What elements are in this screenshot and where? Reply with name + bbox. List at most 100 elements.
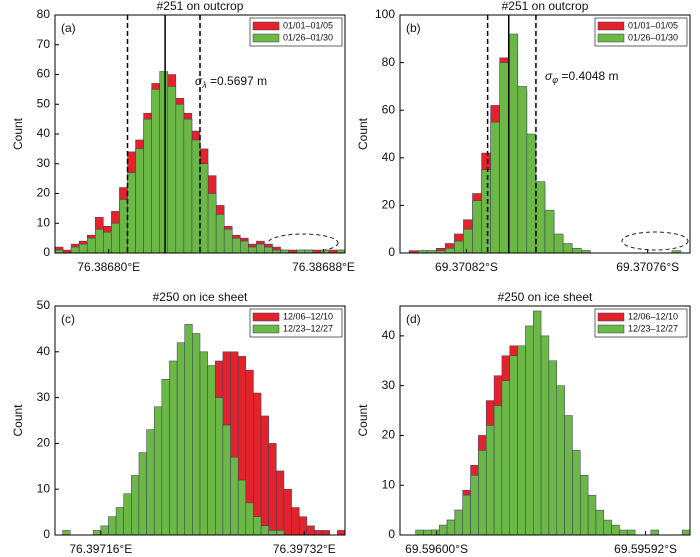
legend-swatch — [597, 33, 625, 43]
bar — [472, 200, 482, 254]
bar — [564, 415, 573, 536]
bar — [78, 243, 88, 254]
y-tick-label: 50 — [37, 96, 51, 110]
bar — [314, 530, 323, 536]
bar — [184, 324, 193, 536]
bar — [485, 425, 495, 536]
legend-label: 01/26–01/30 — [628, 32, 678, 42]
bar — [253, 392, 262, 536]
y-tick-label: 80 — [382, 55, 396, 69]
plot-frame — [399, 14, 691, 254]
legend-swatch — [252, 312, 280, 322]
x-tick-label: 76.38688°E — [292, 260, 355, 274]
bar — [161, 379, 170, 536]
y-tick-label: 50 — [37, 298, 51, 312]
bar — [499, 62, 509, 254]
bar — [283, 488, 292, 536]
legend-label: 12/06–12/10 — [283, 311, 333, 321]
bar — [253, 516, 262, 536]
bar — [548, 360, 558, 536]
y-tick-label: 20 — [382, 428, 396, 442]
y-tick-label: 0 — [388, 527, 395, 541]
chart-title: #250 on ice sheet — [153, 290, 248, 304]
bar — [231, 237, 241, 254]
bar — [167, 86, 177, 254]
bar — [95, 228, 104, 254]
bar — [603, 519, 612, 536]
bar — [446, 519, 456, 536]
y-tick-label: 60 — [382, 102, 396, 116]
chart-title: #250 on ice sheet — [498, 290, 593, 304]
bar — [143, 118, 152, 254]
y-tick-label: 70 — [37, 37, 51, 51]
bar — [415, 529, 424, 536]
annotation: σφ =0.4048 m — [545, 69, 619, 85]
bar — [517, 86, 528, 254]
y-tick-label: 30 — [37, 156, 51, 170]
bar — [490, 121, 500, 254]
chart-title: #251 on outcrop — [502, 0, 589, 13]
bar — [215, 397, 224, 536]
bar — [501, 380, 510, 536]
bar — [115, 507, 124, 536]
bar — [260, 525, 269, 536]
bar — [108, 516, 117, 536]
bar — [159, 71, 169, 254]
bar — [532, 310, 542, 536]
bar — [571, 247, 582, 254]
annotation-symbol: σ — [545, 69, 553, 83]
bar — [183, 118, 193, 254]
y-tick-label: 20 — [382, 198, 396, 212]
x-tick-label: 76.38680°E — [77, 260, 140, 274]
annotation-symbol: σ — [195, 74, 203, 88]
bar — [572, 450, 581, 536]
bar — [431, 529, 440, 536]
annotation: σλ =0.5697 m — [195, 74, 267, 90]
bar — [70, 246, 80, 254]
legend-swatch — [252, 21, 280, 31]
chart-title: #251 on outcrop — [157, 0, 244, 13]
bar — [562, 243, 573, 254]
bar — [587, 494, 597, 536]
bar — [268, 443, 277, 536]
bar — [619, 529, 628, 536]
legend-label: 12/23–12/27 — [283, 323, 333, 333]
y-tick-label: 0 — [43, 527, 50, 541]
panel-label: (d) — [406, 312, 421, 326]
bar — [222, 424, 231, 536]
y-tick-label: 20 — [37, 436, 51, 450]
annotation-subscript: φ — [552, 75, 558, 85]
bar — [544, 209, 555, 254]
bar — [207, 365, 216, 536]
bar — [337, 530, 346, 536]
plot-frame — [54, 305, 346, 536]
bar — [169, 360, 178, 536]
bar — [199, 163, 209, 254]
bar — [470, 475, 479, 536]
bar — [176, 342, 185, 536]
bar — [62, 530, 71, 536]
x-tick-label: 69.37076°S — [616, 260, 679, 274]
legend-swatch — [252, 324, 280, 334]
legend-label: 01/01–01/05 — [628, 20, 678, 30]
bar — [454, 509, 463, 536]
bar — [553, 233, 564, 254]
bar — [556, 385, 565, 536]
y-tick-label: 0 — [388, 245, 395, 259]
y-tick-label: 40 — [382, 328, 396, 342]
bar — [291, 507, 300, 536]
bar — [535, 181, 546, 254]
y-axis-label: Count — [11, 117, 25, 150]
bar — [321, 530, 330, 536]
bar — [100, 525, 109, 536]
bar — [153, 406, 163, 536]
panel-label: (b) — [406, 21, 421, 35]
bar — [298, 516, 308, 536]
legend-swatch — [252, 33, 280, 43]
bar — [223, 228, 233, 254]
bar — [138, 452, 147, 536]
bar — [248, 246, 257, 254]
bar — [230, 456, 239, 536]
bar — [245, 502, 254, 536]
panel-label: (a) — [61, 21, 76, 35]
